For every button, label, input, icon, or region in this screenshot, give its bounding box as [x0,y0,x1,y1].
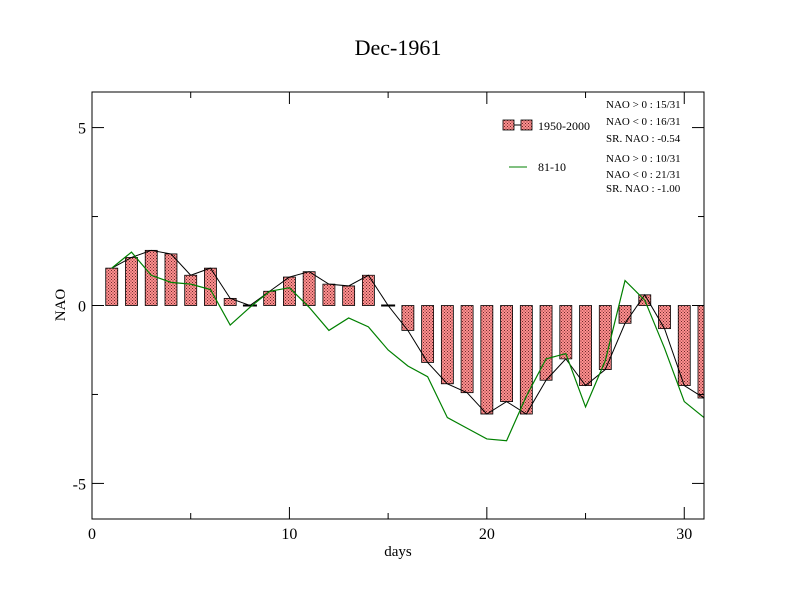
bar-day-19 [460,305,474,394]
bar-day-9 [263,290,277,306]
stats-1950-2000-pos: NAO > 0 : 15/31 [606,99,681,111]
bar-day-12 [322,283,336,306]
bar-day-4 [164,253,178,306]
bar-day-14 [361,274,375,306]
bar-day-22 [519,305,533,415]
x-tick-label: 0 [88,526,96,543]
bar-day-20 [480,305,494,415]
stats-81-10-neg: NAO < 0 : 21/31 [606,169,681,181]
bar-day-31 [697,305,705,399]
legend-label-1950-2000: 1950-2000 [538,119,590,133]
bar-day-1 [105,267,119,306]
bar-day-3 [144,249,158,306]
bar-day-16 [401,305,415,331]
bar-day-11 [302,271,316,306]
y-axis-label: NAO [53,289,69,322]
x-tick-label: 20 [479,526,495,543]
x-axis-label: days [384,544,412,560]
bar-day-2 [125,257,138,306]
bar-day-29 [658,305,671,330]
legend-label-81-10: 81-10 [538,160,566,174]
legend: 1950-2000 81-10 [502,119,590,174]
x-tick-label: 30 [676,526,692,543]
legend-swatch-1950-2000-left [502,119,515,131]
bar-day-23 [539,305,553,381]
y-tick-label: -5 [73,476,86,493]
bar-day-13 [342,285,356,306]
x-tick-label: 10 [281,526,297,543]
bar-day-17 [421,305,435,363]
chart-title: Dec-1961 [355,35,442,60]
bar-day-27 [618,305,632,324]
stats-81-10-pos: NAO > 0 : 10/31 [606,153,681,165]
legend-swatch-1950-2000-right [520,119,533,131]
bar-day-18 [440,305,454,385]
series-line-1950-2000 [111,249,705,415]
stats-annotations: NAO > 0 : 15/31 NAO < 0 : 16/31 SR. NAO … [606,99,681,195]
axes: 5 0 -5 0 10 20 30 [73,92,704,543]
bar-day-5 [184,274,198,306]
bar-day-21 [500,305,513,402]
stats-1950-2000-neg: NAO < 0 : 16/31 [606,116,681,128]
bar-day-25 [579,305,592,386]
stats-1950-2000-sr: SR. NAO : -0.54 [606,133,681,145]
y-tick-label: 5 [78,121,86,138]
series-line-81-10 [111,251,705,442]
plot-marks [105,249,705,442]
y-tick-label: 0 [78,299,86,316]
bar-day-24 [559,305,573,360]
stats-81-10-sr: SR. NAO : -1.00 [606,183,681,195]
